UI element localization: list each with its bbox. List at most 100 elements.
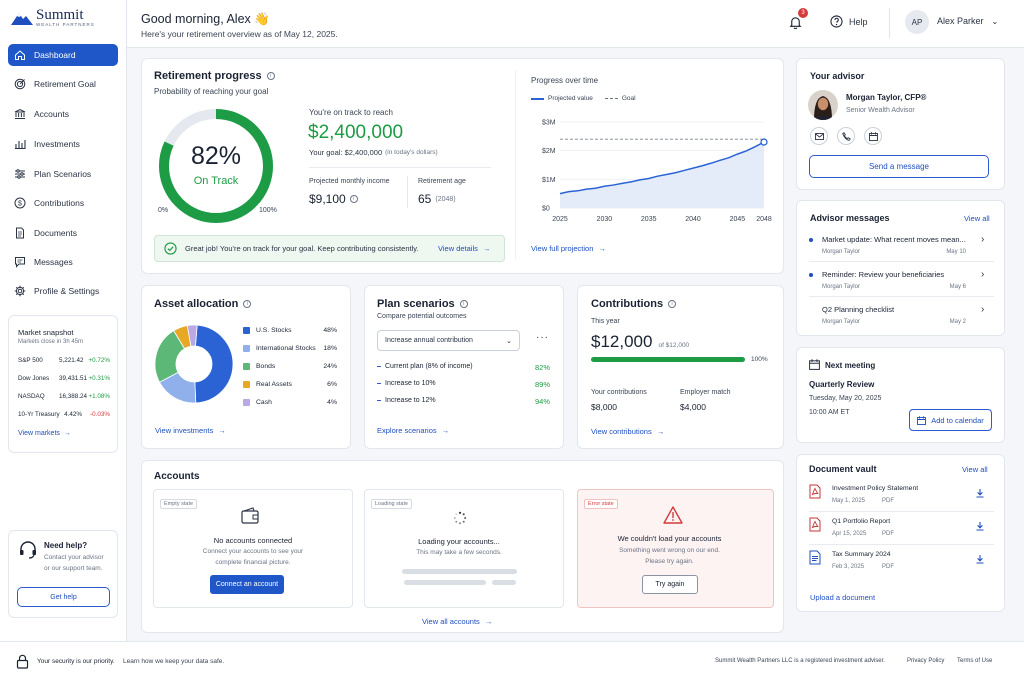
message-item[interactable]: Market update: What recent moves mean...…	[820, 234, 995, 265]
accounts-title: Accounts	[154, 471, 200, 482]
x-tick-label: 2035	[641, 216, 657, 223]
help-label: Help	[849, 16, 868, 27]
sidebar-item-messages[interactable]: Messages	[8, 251, 118, 273]
scenario-dash	[377, 400, 381, 402]
income-label: Projected monthly income	[309, 178, 390, 185]
explore-scenarios-link[interactable]: Explore scenarios →	[377, 426, 450, 435]
progress-min: 0%	[158, 207, 169, 214]
document-type: PDF	[882, 531, 894, 537]
send-message-button[interactable]: Send a message	[809, 155, 989, 178]
sidebar-item-investments[interactable]: Investments	[8, 133, 118, 155]
projection-end-point	[760, 138, 768, 146]
message-item[interactable]: Q2 Planning checklist Morgan Taylor May 2 ›	[820, 304, 995, 335]
x-tick-label: 2025	[552, 216, 568, 223]
projected-amount: $2,400,000	[308, 122, 404, 143]
try-again-button[interactable]: Try again	[642, 575, 698, 594]
message-title: Reminder: Review your beneficiaries	[822, 270, 945, 279]
view-all-accounts-link[interactable]: View all accounts →	[422, 617, 493, 626]
error-text-2: Please try again.	[645, 558, 694, 565]
add-to-calendar-button[interactable]: Add to calendar	[909, 409, 992, 431]
upload-document-link[interactable]: Upload a document	[810, 593, 876, 602]
messages-view-all-link[interactable]: View all	[964, 214, 990, 223]
legend-swatch	[243, 345, 250, 352]
advisor-name: Morgan Taylor, CFP®	[846, 93, 927, 102]
info-icon[interactable]: i	[266, 72, 275, 80]
security-learn-link[interactable]: Learn how we keep your data safe.	[123, 658, 225, 665]
document-name[interactable]: Tax Summary 2024	[832, 551, 891, 558]
sidebar-item-documents[interactable]: Documents	[8, 222, 118, 244]
view-full-projection-link[interactable]: View full projection →	[531, 244, 606, 253]
income-row: $9,100 i	[309, 192, 358, 206]
vault-title: Document vault	[809, 464, 877, 474]
view-details-link[interactable]: View details →	[438, 244, 491, 253]
projection-line	[559, 141, 765, 195]
security-text: Your security is our priority.	[37, 658, 115, 665]
info-icon[interactable]: i	[459, 300, 468, 308]
more-options-icon[interactable]: ···	[536, 332, 549, 343]
projection-area	[560, 142, 764, 208]
privacy-policy-link[interactable]: Privacy Policy	[907, 658, 945, 664]
sidebar-item-profile-settings[interactable]: Profile & Settings	[8, 280, 118, 302]
y-tick-label: $3M	[542, 120, 556, 127]
progress-percent: 82%	[190, 142, 242, 170]
message-date: May 6	[949, 284, 966, 290]
help-menu[interactable]: Help	[830, 15, 868, 28]
sidebar-item-retirement-goal[interactable]: Retirement Goal	[8, 73, 118, 95]
x-tick-label: 2040	[685, 216, 701, 223]
user-menu[interactable]: Alex Parker ⌄	[937, 16, 998, 26]
view-contributions-link[interactable]: View contributions →	[591, 427, 665, 436]
connect-account-button[interactable]: Connect an account	[210, 575, 284, 594]
view-investments-link[interactable]: View investments →	[155, 426, 226, 435]
download-icon[interactable]	[975, 554, 985, 566]
call-button[interactable]	[837, 127, 855, 145]
scenario-select[interactable]: Increase annual contribution ⌄	[377, 330, 520, 351]
top-header	[127, 0, 1024, 48]
user-avatar[interactable]: AP	[905, 10, 929, 34]
info-icon[interactable]: i	[668, 300, 677, 308]
market-row-value: 4.42%	[64, 411, 82, 418]
loading-text: This may take a few seconds.	[416, 549, 502, 556]
legend-swatch	[243, 363, 250, 370]
sidebar-item-contributions[interactable]: $ Contributions	[8, 192, 118, 214]
track-label: You're on track to reach	[309, 108, 393, 117]
notifications-button[interactable]: 3	[787, 8, 808, 30]
document-name[interactable]: Investment Policy Statement	[832, 485, 919, 492]
legend-swatch	[243, 327, 250, 334]
sidebar-item-plan-scenarios[interactable]: Plan Scenarios	[8, 163, 118, 185]
market-row-name: 10-Yr Treasury	[18, 411, 60, 418]
headset-icon	[20, 541, 36, 559]
get-help-button[interactable]: Get help	[17, 587, 110, 607]
info-icon[interactable]: i	[243, 300, 252, 308]
document-name[interactable]: Q1 Portfolio Report	[832, 518, 891, 525]
employer-value: $4,000	[680, 402, 706, 412]
bar-chart-icon	[14, 138, 26, 150]
market-row-change: -0.03%	[90, 411, 110, 418]
sidebar-item-label: Profile & Settings	[34, 286, 100, 296]
view-markets-link[interactable]: View markets →	[18, 430, 71, 437]
your-contrib-label: Your contributions	[591, 389, 647, 396]
allocation-label: Cash	[256, 399, 272, 406]
donut-slice	[186, 324, 198, 347]
brand-logo[interactable]: Summit WEALTH PARTNERS	[10, 8, 95, 27]
email-button[interactable]	[810, 127, 828, 145]
empty-title: No accounts connected	[213, 536, 293, 545]
progress-subtitle: Probability of reaching your goal	[154, 87, 269, 96]
goal-amount: Your goal: $2,400,000	[309, 148, 383, 157]
message-divider	[809, 296, 994, 297]
sidebar-item-dashboard[interactable]: Dashboard	[8, 44, 118, 66]
market-row-value: 16,388.24	[59, 393, 88, 400]
info-icon[interactable]: i	[349, 195, 358, 203]
sidebar-item-accounts[interactable]: Accounts	[8, 103, 118, 125]
help-text-1: Contact your advisor	[44, 554, 104, 561]
schedule-button[interactable]	[864, 127, 882, 145]
vault-view-all-link[interactable]: View all	[962, 465, 988, 474]
scenario-dash	[377, 366, 381, 368]
chevron-right-icon: ›	[981, 234, 985, 245]
plan-scenarios-card	[364, 285, 564, 449]
terms-link[interactable]: Terms of Use	[957, 658, 993, 664]
age-year: (2048)	[435, 195, 456, 203]
document-date: May 1, 2025	[832, 498, 866, 504]
message-item[interactable]: Reminder: Review your beneficiaries Morga…	[820, 269, 995, 300]
download-icon[interactable]	[975, 488, 985, 500]
download-icon[interactable]	[975, 521, 985, 533]
